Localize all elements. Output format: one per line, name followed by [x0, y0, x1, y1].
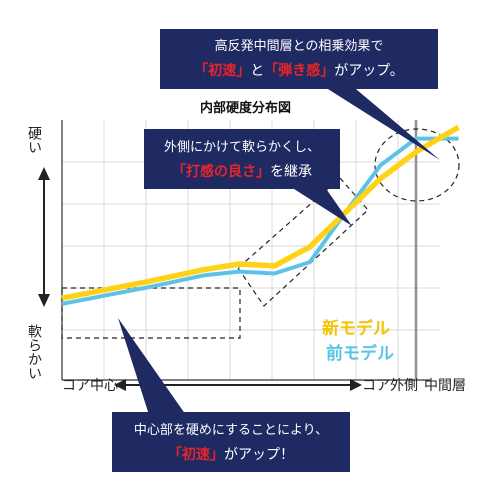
callout-middle-keisho: を継承 — [270, 164, 312, 180]
series-layer — [61, 124, 460, 306]
callout-top-to: と — [250, 63, 264, 79]
callout-top-shosoku: 「初速」 — [194, 62, 250, 79]
core-center-highlight — [61, 287, 241, 339]
callout-bottom-shosoku: 「初速」 — [168, 446, 224, 463]
y-axis-arrow — [38, 167, 50, 307]
x-axis-left-label: コア中心 — [62, 378, 118, 394]
x-axis-right-label: コア外側 — [362, 378, 418, 394]
series-line-new-model — [61, 124, 460, 301]
legend-new-model: 新モデル — [322, 318, 390, 339]
callout-bottom-line2: 「初速」がアップ！ — [168, 446, 294, 463]
callout-bottom-line1: 中心部を硬めにすることにより、 — [134, 423, 328, 438]
y-axis-top-label: 硬い — [26, 126, 42, 154]
callout-middle-dakan: 「打感の良さ」 — [172, 163, 270, 180]
callout-middle-line2: 「打感の良さ」を継承 — [172, 163, 312, 180]
callout-top-hajikikan: 「弾き感」 — [264, 62, 334, 79]
callout-top-line1: 高反発中間層との相乗効果で — [215, 38, 384, 54]
callout-middle: 外側にかけて軟らかくし、 「打感の良さ」を継承 — [144, 129, 352, 226]
callout-bottom-up: がアップ！ — [224, 447, 294, 463]
x-axis-end-label: 中間層 — [424, 378, 466, 394]
intermediate-layer-highlight — [374, 128, 460, 202]
y-axis-bottom-label: 軟らかい — [26, 324, 42, 380]
series-line-previous-model — [61, 136, 459, 306]
callout-top: 高反発中間層との相乗効果で 「初速」と「弾き感」がアップ。 — [160, 29, 440, 160]
legend-previous-model: 前モデル — [326, 343, 394, 364]
chart-title: 内部硬度分布図 — [200, 100, 291, 116]
callout-middle-line1: 外側にかけて軟らかくし、 — [164, 139, 320, 155]
callout-top-up: がアップ。 — [334, 63, 404, 79]
outer-core-highlight — [237, 177, 369, 307]
callout-bottom: 中心部を硬めにすることにより、 「初速」がアップ！ — [112, 318, 350, 472]
callout-top-line2: 「初速」と「弾き感」がアップ。 — [194, 62, 404, 79]
